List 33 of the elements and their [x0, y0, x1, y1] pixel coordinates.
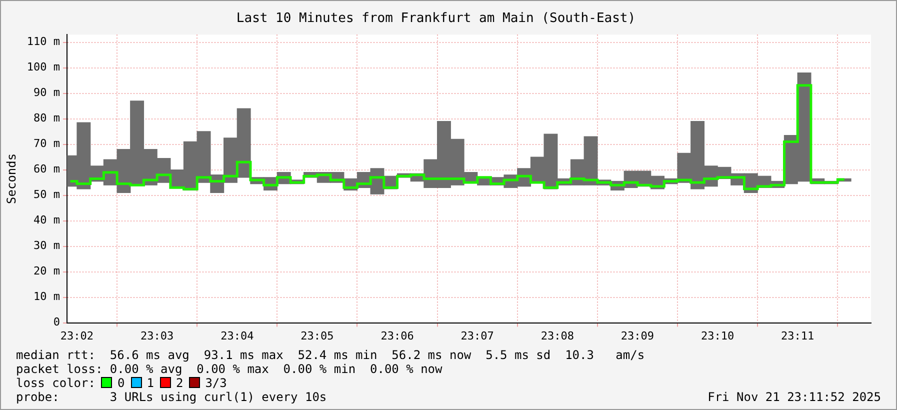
x-tick-label: 23:02: [60, 329, 94, 342]
y-tick-label: 20 m: [34, 264, 60, 278]
y-tick-label: 0: [53, 316, 60, 329]
x-tick-label: 23:10: [700, 329, 734, 342]
y-tick-label: 30 m: [34, 239, 60, 252]
x-tick-label: 23:11: [781, 329, 814, 342]
y-tick-label: 50 m: [34, 188, 60, 202]
y-tick-label: 70 m: [34, 137, 60, 150]
x-tick-label: 23:09: [620, 329, 654, 342]
text: 1: [146, 376, 154, 390]
text: Fri Nov 21 23:11:52 2025: [708, 390, 881, 404]
text: median rtt: 56.6 ms avg 93.1 ms max 52.4 ms min 56.2 ms now 5.5 ms sd 10.3 am/s: [16, 348, 645, 362]
chart-title: Last 10 Minutes from Frankfurt am Main (South-East): [236, 11, 636, 26]
text: 0: [117, 376, 125, 390]
y-tick-label: 40 m: [34, 214, 60, 227]
y-tick-label: 60 m: [34, 162, 60, 176]
y-tick-label: 90 m: [34, 86, 60, 100]
text: probe: 3 URLs using curl(1) every 10s: [16, 390, 327, 404]
x-tick-label: 23:03: [140, 329, 174, 342]
text: loss color:: [16, 376, 96, 390]
y-tick-label: 110 m: [26, 35, 60, 48]
x-tick-label: 23:05: [300, 329, 334, 342]
y-tick-label: 10 m: [34, 290, 60, 304]
text: packet loss: 0.00 % avg 0.00 % max 0.00 % min 0.00 % now: [16, 362, 442, 376]
y-tick-label: 100 m: [26, 60, 60, 74]
text: 3/3: [205, 376, 227, 390]
x-tick-label: 23:08: [540, 329, 574, 342]
x-tick-label: 23:07: [460, 329, 494, 342]
x-tick-label: 23:04: [220, 329, 254, 342]
x-tick-label: 23:06: [380, 329, 414, 342]
y-tick-label: 80 m: [34, 112, 60, 125]
y-axis-title: Seconds: [4, 153, 18, 204]
text: 2: [176, 376, 184, 390]
